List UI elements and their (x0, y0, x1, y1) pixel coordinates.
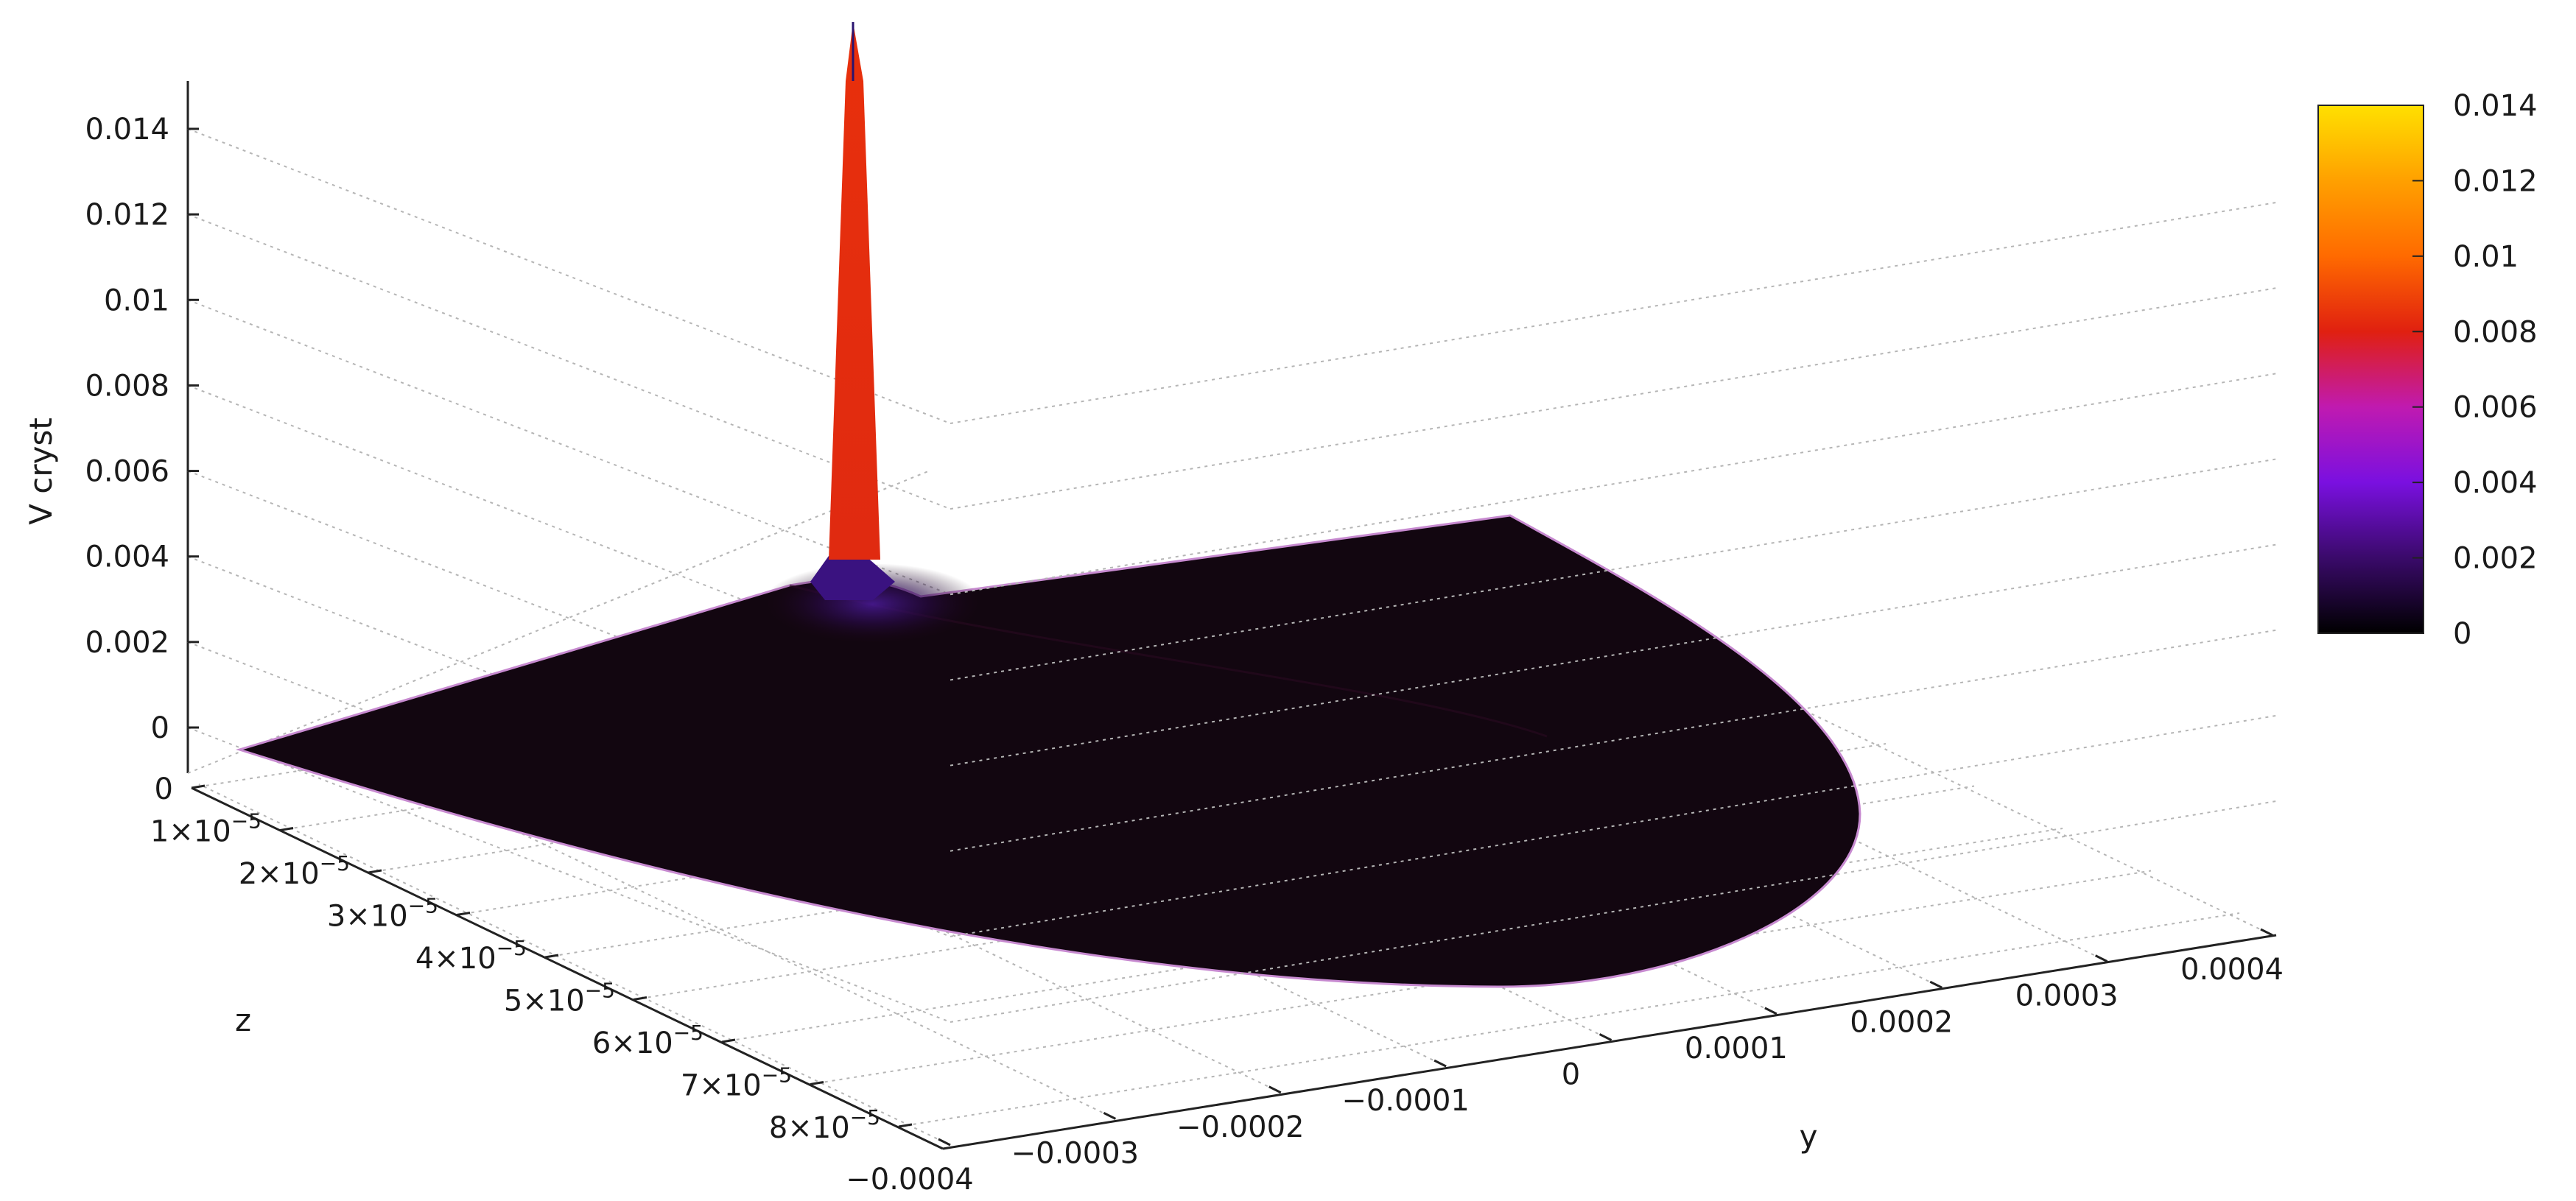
right-gridline (950, 800, 2277, 1023)
depth-tick-label: 2×10−5 (239, 851, 350, 891)
y-tick-mark (2094, 954, 2108, 962)
depth-axis-line (191, 786, 944, 1150)
depth-tick-label: 4×10−5 (415, 936, 527, 976)
depth-tick-exponent: −5 (673, 1021, 703, 1045)
depth-tick-exponent: −5 (496, 936, 527, 960)
y-tick-label: −0.0004 (846, 1163, 973, 1197)
back-wall-edge (187, 471, 929, 774)
depth-tick-exponent: −5 (320, 851, 350, 876)
y-tick-mark (2260, 928, 2273, 937)
y-tick-label: 0.0002 (1850, 1005, 1953, 1039)
value-tick-label: 0.008 (85, 369, 169, 403)
colorbar-tick-label: 0 (2453, 617, 2471, 651)
depth-tick-label: 5×10−5 (504, 979, 615, 1018)
colorbar-tick-label: 0.01 (2453, 240, 2519, 274)
value-tick-label: 0 (151, 711, 169, 745)
colorbar (2317, 105, 2424, 634)
y-axis-line (942, 934, 2277, 1150)
y-tick-mark (1598, 1033, 1612, 1041)
value-tick-label: 0.002 (85, 626, 169, 660)
value-axis-label: V cryst (23, 418, 59, 525)
depth-tick-mark (721, 1038, 736, 1043)
y-tick-mark (1433, 1059, 1447, 1068)
depth-tick-exponent: −5 (231, 809, 262, 834)
depth-tick-mark (456, 912, 471, 916)
y-axis-label: y (1800, 1119, 1818, 1155)
depth-tick-label: 0 (155, 772, 173, 806)
right-gridline (950, 373, 2277, 596)
colorbar-ticks: 0.014 0.012 0.01 0.008 0.006 0.004 0.002 0 (2412, 89, 2538, 651)
y-tick-label: 0.0001 (1685, 1032, 1788, 1066)
y-tick-mark (1103, 1112, 1117, 1120)
value-tick-label: 0.014 (85, 113, 169, 147)
y-tick-mark (1268, 1085, 1282, 1094)
depth-axis-ticks: 01×10−52×10−53×10−54×10−55×10−56×10−57×1… (150, 772, 913, 1145)
depth-tick-label: 3×10−5 (327, 894, 438, 934)
right-gridline (950, 202, 2277, 424)
value-tick-label: 0.01 (104, 283, 169, 317)
right-wall-gridlines (950, 202, 2277, 1023)
depth-tick-mark (191, 784, 206, 789)
y-tick-label: −0.0002 (1176, 1110, 1304, 1144)
depth-tick-mark (368, 869, 382, 874)
colorbar-tick-label: 0.002 (2453, 542, 2538, 576)
right-gridline (950, 629, 2277, 852)
value-tick-label: 0.012 (85, 198, 169, 232)
depth-tick-mark (544, 954, 559, 959)
y-tick-label: 0 (1562, 1058, 1580, 1092)
value-axis-ticks: 0.014 0.012 0.01 0.008 0.006 0.004 0.002 0 (85, 113, 199, 745)
depth-tick-mark (279, 827, 294, 831)
y-tick-label: 0.0003 (2015, 979, 2119, 1013)
value-tick-label: 0.006 (85, 455, 169, 489)
colorbar-tick-label: 0.012 (2453, 164, 2538, 198)
peak-spike (810, 22, 895, 600)
colorbar-tick-label: 0.008 (2453, 315, 2538, 349)
y-tick-label: −0.0001 (1341, 1084, 1469, 1118)
colorbar-tick-label: 0.004 (2453, 466, 2538, 500)
right-gridline (950, 714, 2277, 937)
y-tick-label: −0.0003 (1011, 1136, 1139, 1170)
y-gridline (198, 783, 951, 1146)
depth-tick-exponent: −5 (762, 1063, 792, 1088)
right-gridline (950, 458, 2277, 681)
depth-tick-label: 8×10−5 (769, 1105, 880, 1145)
y-tick-mark (1764, 1007, 1777, 1015)
y-tick-mark (1929, 980, 1942, 989)
depth-tick-exponent: −5 (585, 979, 615, 1003)
depth-tick-label: 7×10−5 (681, 1063, 792, 1103)
y-axis-ticks: −0.0004 −0.0003 −0.0002 −0.0001 0 0.0001 0.000… (846, 928, 2284, 1197)
depth-tick-mark (810, 1081, 824, 1085)
surface-body (235, 514, 1861, 988)
colorbar-tick-label: 0.014 (2453, 89, 2538, 123)
right-gridline (950, 287, 2277, 510)
value-tick-label: 0.004 (85, 540, 169, 574)
right-gridline (950, 543, 2277, 767)
y-tick-label: 0.0004 (2180, 953, 2284, 987)
depth-tick-label: 1×10−5 (150, 809, 262, 849)
depth-axis-label: z (235, 1002, 251, 1038)
depth-tick-exponent: −5 (408, 894, 438, 918)
depth-tick-mark (633, 996, 647, 1001)
depth-tick-label: 6×10−5 (592, 1021, 703, 1060)
depth-tick-exponent: −5 (850, 1105, 880, 1130)
colorbar-tick-label: 0.006 (2453, 391, 2538, 425)
y-tick-mark (938, 1138, 951, 1147)
depth-tick-mark (898, 1123, 913, 1128)
